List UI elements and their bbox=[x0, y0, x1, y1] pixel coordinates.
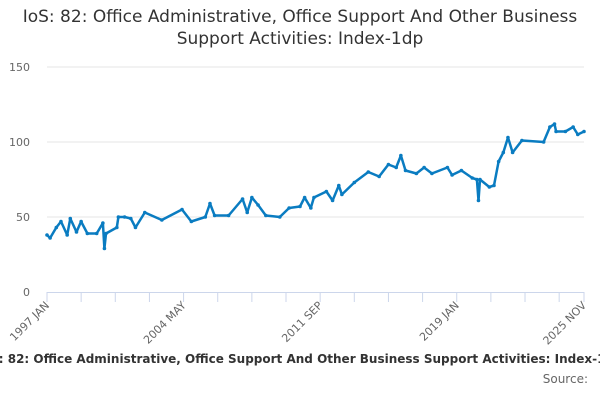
data-point bbox=[74, 230, 79, 234]
data-point bbox=[180, 207, 184, 212]
data-point bbox=[478, 177, 482, 182]
data-point bbox=[330, 198, 335, 203]
data-point bbox=[65, 233, 69, 237]
y-tick-label: 50 bbox=[16, 211, 30, 224]
x-tick-label: 2004 MAY bbox=[141, 299, 189, 347]
data-point bbox=[278, 215, 282, 219]
data-point bbox=[115, 225, 119, 230]
data-point bbox=[450, 173, 454, 177]
data-point bbox=[487, 185, 492, 189]
data-point bbox=[264, 213, 268, 218]
data-point bbox=[101, 221, 105, 225]
data-point bbox=[104, 231, 108, 236]
data-point bbox=[208, 201, 212, 206]
data-point bbox=[102, 246, 107, 251]
x-tick-label: 2019 JAN bbox=[417, 299, 462, 344]
data-point bbox=[309, 206, 313, 210]
data-point bbox=[203, 215, 208, 219]
data-point bbox=[501, 150, 506, 155]
data-point bbox=[541, 140, 546, 144]
data-point bbox=[129, 216, 133, 221]
data-point bbox=[45, 233, 49, 237]
data-point bbox=[256, 203, 260, 207]
legend-series-label[interactable]: IoS: 82: Office Administrative, Office S… bbox=[0, 352, 600, 366]
data-point bbox=[336, 183, 341, 188]
data-point bbox=[122, 215, 127, 219]
data-point bbox=[582, 129, 586, 134]
data-point bbox=[506, 135, 510, 140]
data-point bbox=[68, 216, 73, 221]
data-point bbox=[48, 236, 52, 240]
data-point bbox=[133, 225, 138, 230]
data-point bbox=[394, 165, 399, 170]
data-point bbox=[312, 195, 316, 200]
data-point bbox=[403, 168, 408, 173]
source-label: Source: bbox=[542, 372, 588, 386]
data-point bbox=[54, 225, 59, 230]
data-point bbox=[245, 210, 250, 215]
data-point bbox=[352, 180, 357, 185]
data-point bbox=[510, 150, 515, 155]
y-tick-label: 0 bbox=[23, 286, 30, 299]
data-point bbox=[520, 138, 524, 143]
data-point bbox=[189, 219, 194, 224]
data-point bbox=[94, 231, 99, 236]
x-tick-label: 2011 SEP bbox=[279, 299, 325, 345]
data-point bbox=[160, 218, 164, 222]
data-point bbox=[85, 231, 90, 236]
data-point bbox=[422, 165, 426, 170]
data-point bbox=[142, 210, 147, 215]
data-point bbox=[116, 215, 121, 219]
y-tick-label: 100 bbox=[9, 136, 30, 149]
data-point bbox=[470, 176, 475, 180]
data-point bbox=[430, 171, 434, 176]
data-point bbox=[250, 195, 254, 200]
data-point bbox=[386, 162, 391, 167]
data-point bbox=[476, 198, 481, 203]
data-point bbox=[79, 219, 83, 224]
data-point bbox=[571, 125, 575, 129]
data-point bbox=[475, 177, 479, 182]
data-point bbox=[298, 204, 302, 209]
chart-title: IoS: 82: Office Administrative, Office S… bbox=[22, 7, 578, 49]
data-point bbox=[302, 195, 307, 200]
data-point bbox=[399, 153, 403, 158]
data-point bbox=[226, 213, 231, 218]
series-line bbox=[46, 122, 585, 250]
data-point bbox=[59, 219, 63, 224]
data-point bbox=[366, 170, 371, 174]
x-tick-label: 2025 NOV bbox=[541, 299, 590, 348]
data-point bbox=[287, 206, 291, 210]
data-point bbox=[240, 197, 245, 201]
data-point bbox=[377, 174, 381, 179]
data-point bbox=[496, 159, 501, 164]
x-tick-label: 1997 JAN bbox=[7, 299, 52, 344]
data-point bbox=[552, 122, 557, 126]
data-point bbox=[340, 192, 344, 197]
data-point bbox=[563, 129, 568, 134]
data-point bbox=[414, 171, 419, 176]
data-point bbox=[554, 129, 558, 134]
data-point bbox=[324, 189, 329, 194]
data-point bbox=[548, 125, 552, 129]
data-point bbox=[445, 165, 450, 170]
data-point bbox=[492, 183, 496, 188]
data-point bbox=[575, 132, 580, 137]
data-point bbox=[459, 168, 464, 173]
y-tick-label: 150 bbox=[9, 61, 30, 74]
data-point bbox=[212, 213, 217, 218]
